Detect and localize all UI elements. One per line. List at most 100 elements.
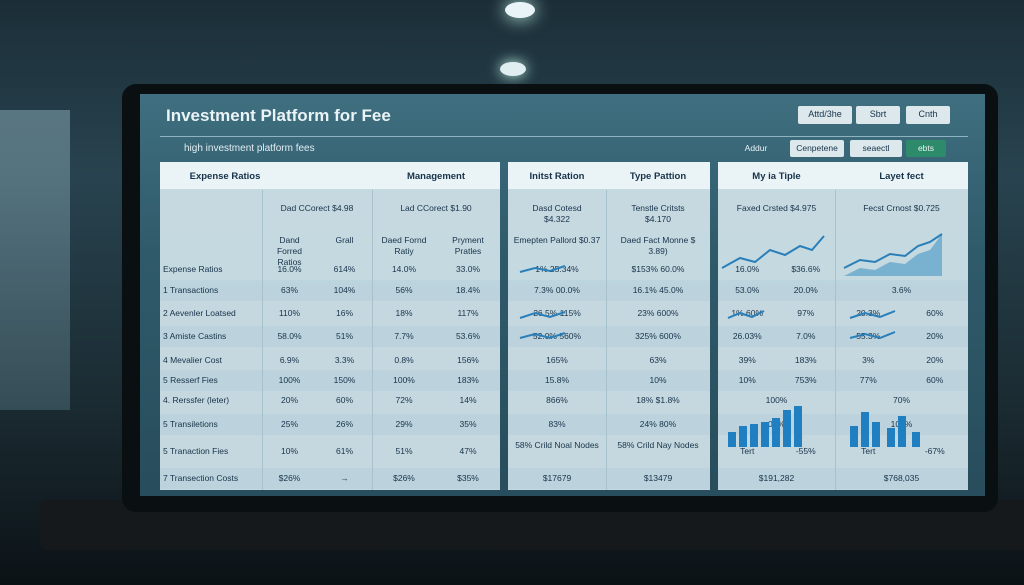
summary: Dasd Cotesd $4.322 (532, 203, 582, 224)
cell: 100% (393, 375, 415, 385)
toolbar-control[interactable] (906, 140, 946, 157)
column-rule (262, 190, 263, 490)
cell: 6.9% (279, 355, 300, 365)
column-head: Grall (335, 235, 354, 245)
column-head: Pryment Pratles (452, 235, 484, 256)
row-stripe (718, 468, 968, 489)
panel-header-label: My ia Tiple (752, 171, 801, 182)
row-label: 7 Transection Costs (163, 473, 239, 483)
summary: Tenstle Critsts $4.170 (631, 203, 685, 224)
row-stripe (508, 370, 710, 391)
row-label: 5 Resserf Fies (163, 375, 218, 385)
sparkline (721, 235, 825, 269)
toolbar-control[interactable] (790, 140, 844, 157)
header-rule (160, 136, 968, 137)
header-button-label: Cnth (918, 109, 938, 119)
row-stripe (160, 326, 500, 347)
cell: $13479 (643, 473, 673, 483)
summary: Dad CCorect $4.98 (280, 203, 354, 213)
window-light (0, 110, 70, 410)
row-label: 4. Rerssfer (leter) (163, 395, 230, 405)
summary: Faxed Crsted $4.975 (736, 203, 817, 213)
cell: 51% (395, 446, 413, 456)
cell: 20% (926, 331, 944, 341)
sparkline (519, 311, 566, 319)
cell: 26.5% 115% (533, 308, 581, 318)
header-button[interactable] (798, 106, 852, 124)
cell: $26% (393, 473, 415, 483)
summary: Lad CCorect $1.90 (400, 203, 472, 213)
cell: 60% (926, 308, 944, 318)
cell: 183% (457, 375, 479, 385)
cell: 63% (280, 285, 298, 295)
cell: 14.0% (391, 264, 417, 274)
summary: Fecst Crnost $0.725 (863, 203, 940, 213)
column-rule (372, 190, 373, 490)
sparkline (519, 265, 566, 273)
cell: 20% (280, 395, 298, 405)
cell: 24% 80% (639, 419, 677, 429)
cell: 25% (280, 419, 298, 429)
header-button[interactable] (906, 106, 950, 124)
row-label: Expense Ratios (163, 264, 223, 274)
bar-decoration (728, 406, 920, 447)
cell: 20.0% (793, 285, 818, 295)
cell: 325% 600% (635, 331, 681, 341)
toolbar-control-label: Cenpetene (796, 143, 838, 153)
cell: → (340, 473, 349, 483)
cell: 56% (395, 285, 413, 295)
panel-header (160, 162, 500, 189)
column-head: Daed Fornd Ratiy (381, 235, 427, 256)
row-label: 5 Transiletions (163, 419, 218, 429)
column-head: Daed Fact Monne $ 3.89) (620, 235, 696, 256)
cell: 58% Crild Noal Nodes (515, 440, 599, 450)
cell: 100% (765, 395, 788, 405)
cell: 77% (859, 375, 877, 385)
toolbar-control-label: seaectl (862, 143, 890, 153)
cell: 16.0% (277, 264, 302, 274)
cell: 35% (459, 419, 477, 429)
cell: 18.4% (455, 285, 481, 295)
cell: 70% (892, 395, 910, 405)
toolbar-control[interactable] (850, 140, 902, 157)
cell: 83% (548, 419, 566, 429)
cell: 110% (278, 308, 301, 318)
cell: 97% (797, 308, 815, 318)
cell: -55% (795, 446, 816, 456)
cell: 72% (395, 395, 413, 405)
header-button-label: Attd/3he (808, 109, 842, 119)
row-stripe (160, 414, 500, 435)
cell: 0.8% (394, 355, 414, 365)
cell: 104% (333, 285, 356, 295)
cell: 18% $1.8% (636, 395, 680, 405)
cell: 183% (794, 355, 817, 365)
cell: 10% (649, 375, 667, 385)
cell: 3.6% (891, 285, 912, 295)
cell: 10% (280, 446, 298, 456)
cell: 7.7% (394, 331, 414, 341)
page-subtitle: high investment platform fees (184, 143, 315, 154)
column-head: Emepten Pallord $0.37 (513, 235, 601, 245)
app-title: Investment Platform for Fee (166, 106, 391, 125)
sparkline (727, 310, 765, 319)
sparkline (843, 233, 943, 269)
header-button-label: Sbrt (869, 109, 887, 119)
row-stripe (160, 280, 500, 301)
cell: 3.3% (334, 355, 355, 365)
cell: 100% (278, 375, 301, 385)
cell: 53.0% (735, 285, 760, 295)
cell: 753% (794, 375, 817, 385)
cell: 47% (459, 446, 477, 456)
header-button[interactable] (856, 106, 900, 124)
cell: 20% (926, 355, 944, 365)
cell: 63% (649, 355, 667, 365)
toolbar-control-label: Addur (744, 143, 768, 153)
sparkline (849, 331, 896, 340)
cell: 1% 60% (731, 308, 764, 318)
cell: 117% (457, 308, 479, 318)
sparkline-area (844, 234, 942, 276)
column-rule (606, 190, 607, 490)
panel-header (718, 162, 968, 189)
